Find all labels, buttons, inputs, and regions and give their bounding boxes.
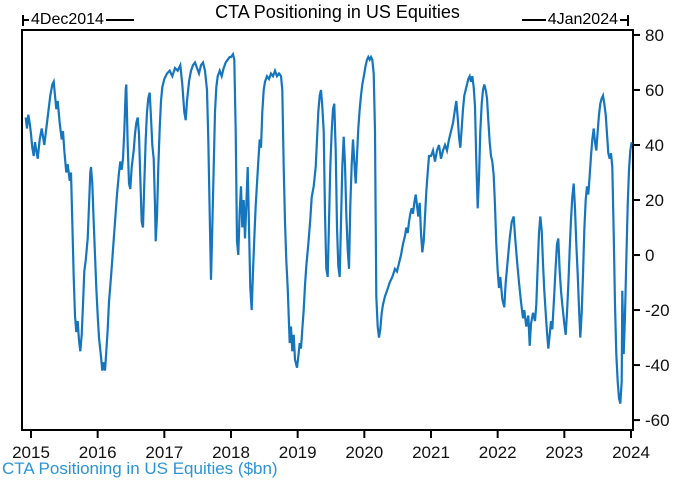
x-axis-tick-label: 2023 <box>545 443 583 462</box>
plot-frame <box>21 29 634 431</box>
end-date-annotation: 4Jan2024 <box>521 11 629 29</box>
end-date-right-cap <box>627 14 629 26</box>
y-axis-tick-label: 0 <box>645 246 654 265</box>
x-axis-tick-label: 2020 <box>345 443 383 462</box>
start-date-trailer-line <box>105 19 134 21</box>
end-date-leader-line <box>521 19 546 21</box>
y-axis-tick-label: 20 <box>645 191 664 210</box>
start-date-annotation: 4Dec2014 <box>22 11 134 29</box>
start-date-text: 4Dec2014 <box>31 11 104 28</box>
start-date-leader-line <box>24 19 29 21</box>
x-axis-tick-label: 2021 <box>412 443 450 462</box>
x-axis-tick-label: 2022 <box>479 443 517 462</box>
end-date-text: 4Jan2024 <box>547 11 618 28</box>
y-axis-tick-label: 80 <box>645 26 664 45</box>
end-date-trailer-line <box>620 19 627 21</box>
start-date-left-cap <box>22 14 24 26</box>
x-axis-tick-label: 2018 <box>212 443 250 462</box>
y-axis-tick-label: -40 <box>645 356 670 375</box>
x-axis-tick-label: 2016 <box>79 443 117 462</box>
x-axis-tick-label: 2019 <box>279 443 317 462</box>
cta-positioning-data-line <box>24 51 633 404</box>
y-axis-tick-label: -60 <box>645 411 670 430</box>
chart-title: CTA Positioning in US Equities <box>215 2 460 22</box>
y-axis-tick-label: -20 <box>645 301 670 320</box>
x-axis-tick-label: 2017 <box>145 443 183 462</box>
y-axis-tick-label: 60 <box>645 81 664 100</box>
y-axis-tick-label: 40 <box>645 136 664 155</box>
x-axis-tick-label: 2015 <box>12 443 50 462</box>
series-legend-label: CTA Positioning in US Equities ($bn) <box>2 459 278 478</box>
x-axis-tick-label: 2024 <box>612 443 650 462</box>
